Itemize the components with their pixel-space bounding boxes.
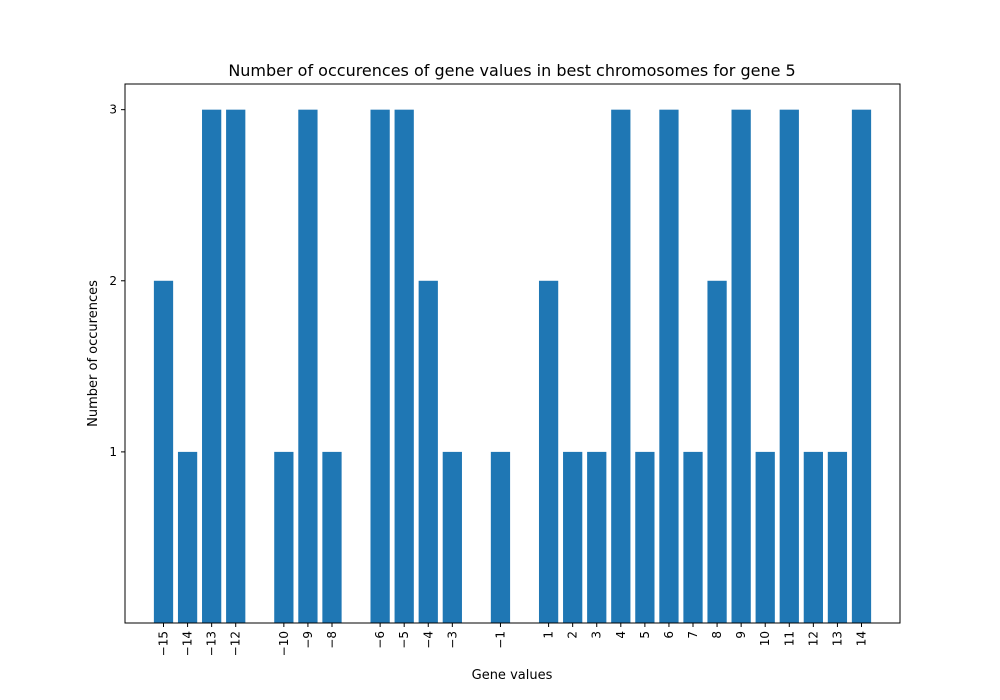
- y-axis-ticks: 1 2 3: [109, 103, 125, 459]
- x-tick-label: 1: [542, 631, 556, 639]
- x-tick-label: 5: [638, 631, 652, 639]
- bar-4: [611, 109, 631, 623]
- x-axis-label: Gene values: [472, 668, 553, 683]
- bar-8: [707, 280, 727, 623]
- x-tick-label: −6: [373, 631, 387, 649]
- bar-−10: [274, 451, 294, 623]
- bar-7: [683, 451, 703, 623]
- bar-1: [538, 280, 559, 623]
- x-tick-label: 9: [734, 631, 748, 639]
- x-tick-label: 3: [590, 631, 604, 639]
- x-tick-label: 10: [758, 631, 772, 646]
- bars-group: [153, 109, 872, 623]
- bar-−9: [298, 109, 318, 623]
- chart-title: Number of occurences of gene values in b…: [228, 61, 795, 80]
- x-tick-label: 13: [830, 631, 844, 646]
- bar-−15: [153, 280, 174, 623]
- plot-frame: [124, 83, 901, 624]
- bar-−1: [490, 451, 511, 623]
- x-tick-label: −14: [181, 631, 195, 656]
- x-axis-ticks: −15 −14 −13 −12 −10 −9 −8 −6 −5 −4 −3 −1 1 2 3 4 5 6 7 8 9 10…: [157, 623, 868, 656]
- x-tick-label: −4: [421, 631, 435, 649]
- bar-−6: [370, 109, 390, 623]
- x-tick-label: −13: [205, 631, 219, 656]
- bar-10: [755, 451, 775, 623]
- bar-2: [563, 451, 583, 623]
- bar-−13: [202, 109, 222, 623]
- y-tick-label: 1: [109, 445, 117, 459]
- y-axis-label: Number of occurences: [86, 280, 101, 427]
- y-tick-label: 3: [109, 103, 117, 117]
- bar-3: [587, 451, 607, 623]
- x-tick-label: −5: [397, 631, 411, 649]
- bar-−4: [418, 280, 438, 623]
- bar-−8: [322, 451, 342, 623]
- bar-6: [659, 109, 679, 623]
- x-tick-label: 7: [686, 631, 700, 639]
- x-tick-label: −3: [445, 631, 459, 649]
- bar-12: [803, 451, 823, 623]
- bar-11: [779, 109, 799, 623]
- x-tick-label: −8: [325, 631, 339, 649]
- bar-9: [731, 109, 751, 623]
- x-tick-label: 11: [782, 631, 796, 646]
- bar-−5: [394, 109, 414, 623]
- y-tick-label: 2: [109, 274, 117, 288]
- x-tick-label: −12: [229, 631, 243, 656]
- x-tick-label: 2: [566, 631, 580, 639]
- bar-−3: [442, 451, 462, 623]
- bar-14: [851, 109, 872, 623]
- x-tick-label: 6: [662, 631, 676, 639]
- x-tick-label: −10: [277, 631, 291, 656]
- x-tick-label: 12: [806, 631, 820, 646]
- x-tick-label: −1: [493, 631, 507, 649]
- x-tick-label: 4: [614, 631, 628, 639]
- bar-−12: [226, 109, 246, 623]
- x-tick-label: 8: [710, 631, 724, 639]
- bar-−14: [177, 451, 198, 623]
- x-tick-label: −15: [157, 631, 171, 656]
- x-tick-label: 14: [854, 631, 868, 646]
- bar-13: [827, 451, 848, 623]
- bar-5: [635, 451, 655, 623]
- x-tick-label: −9: [301, 631, 315, 649]
